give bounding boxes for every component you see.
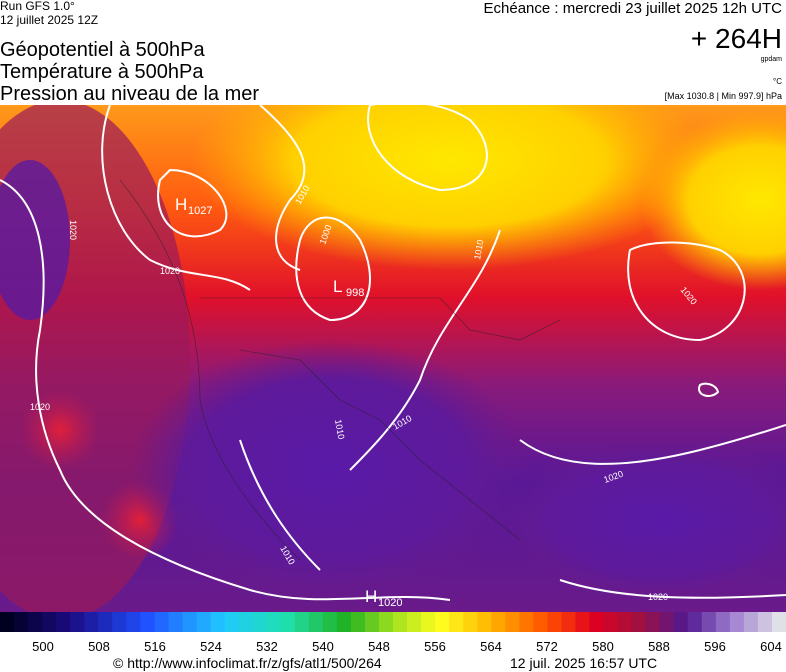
- colorbar-label: 548: [368, 639, 390, 654]
- colorbar-swatch: [84, 612, 99, 632]
- unit-temp: °C: [773, 77, 782, 86]
- isobar-label: 1020: [160, 266, 180, 276]
- unit-gpdam: gpdam: [761, 56, 783, 63]
- colorbar-swatch: [126, 612, 141, 632]
- colorbar-swatch: [350, 612, 366, 632]
- colorbar-swatch: [491, 612, 506, 632]
- colorbar-swatch: [294, 612, 310, 632]
- colorbar-swatch: [28, 612, 43, 632]
- colorbar-swatch: [477, 612, 492, 632]
- colorbar-swatch: [0, 612, 15, 632]
- title-1: Géopotentiel à 500hPa: [0, 39, 205, 61]
- colorbar-swatch: [168, 612, 183, 632]
- colorbar-swatch: [505, 612, 520, 632]
- colorbar-label: 604: [760, 639, 782, 654]
- pressure-center-value: 998: [346, 287, 364, 299]
- colorbar: 500 508 516 524 532 540 548 556 564 572 580 588 596 6…: [0, 612, 786, 654]
- colorbar-swatch: [407, 612, 422, 632]
- colorbar-swatch: [14, 612, 29, 632]
- colorbar-swatch: [364, 612, 380, 632]
- colorbar-swatch: [757, 612, 773, 632]
- colorbar-swatch: [687, 612, 703, 632]
- colorbar-swatch: [673, 612, 689, 632]
- title-3: Pression au niveau de la mer: [0, 83, 259, 105]
- run-date: 12 juillet 2025 12Z: [0, 13, 98, 27]
- colorbar-swatch: [266, 612, 282, 632]
- colorbar-label: 500: [32, 639, 54, 654]
- colorbar-swatch: [252, 612, 268, 632]
- isobar-label: 1020: [68, 220, 78, 240]
- colorbar-swatch: [280, 612, 296, 632]
- colorbar-swatch: [743, 612, 759, 632]
- isobar-label: 1010: [333, 419, 346, 440]
- colorbar-label: 556: [424, 639, 446, 654]
- colorbar-swatch: [322, 612, 338, 632]
- pressure-range: [Max 1030.8 | Min 997.9] hPa: [665, 91, 782, 101]
- colorbar-swatch: [449, 612, 464, 632]
- colorbar-swatch: [378, 612, 394, 632]
- colorbar-label: 540: [312, 639, 334, 654]
- colorbar-label: 532: [256, 639, 278, 654]
- colorbar-swatch: [701, 612, 717, 632]
- colorbar-swatch: [575, 612, 590, 632]
- colorbar-swatch: [42, 612, 57, 632]
- colorbar-swatch: [112, 612, 127, 632]
- colorbar-swatch: [659, 612, 675, 632]
- colorbar-swatch: [70, 612, 85, 632]
- colorbar-swatch: [771, 612, 786, 632]
- colorbar-swatch: [154, 612, 169, 632]
- colorbar-swatch: [435, 612, 450, 632]
- colorbar-swatch: [182, 612, 197, 632]
- colorbar-swatch: [140, 612, 155, 632]
- colorbar-swatch: [547, 612, 562, 632]
- footer-date: 12 juil. 2025 16:57 UTC: [510, 655, 657, 671]
- colorbar-swatch: [617, 612, 633, 632]
- colorbar-label: 580: [592, 639, 614, 654]
- lead-time: + 264H: [691, 23, 782, 54]
- map: [0, 105, 786, 612]
- colorbar-swatch: [715, 612, 731, 632]
- colorbar-swatch: [224, 612, 240, 632]
- colorbar-swatch: [56, 612, 71, 632]
- colorbar-swatch: [238, 612, 254, 632]
- colorbar-label: 596: [704, 639, 726, 654]
- colorbar-swatch: [393, 612, 408, 632]
- footer-url: © http://www.infoclimat.fr/z/gfs/atl1/50…: [113, 655, 382, 671]
- colorbar-swatch: [561, 612, 576, 632]
- colorbar-swatch: [631, 612, 647, 632]
- colorbar-swatch: [336, 612, 352, 632]
- title-2: Température à 500hPa: [0, 61, 204, 83]
- colorbar-swatch: [308, 612, 324, 632]
- echeance: Echéance : mercredi 23 juillet 2025 12h …: [484, 0, 783, 17]
- isobars: [0, 105, 786, 601]
- colorbar-swatch: [98, 612, 113, 632]
- colorbar-label: 516: [144, 639, 166, 654]
- isobar-label: 1020: [648, 592, 668, 602]
- colorbar-swatch: [729, 612, 745, 632]
- colorbar-swatch: [533, 612, 548, 632]
- colorbar-label: 572: [536, 639, 558, 654]
- colorbar-swatch: [421, 612, 436, 632]
- colorbar-label: 588: [648, 639, 670, 654]
- colorbar-label: 564: [480, 639, 502, 654]
- pressure-center-letter: L: [333, 277, 342, 296]
- colorbar-swatch: [589, 612, 605, 632]
- isobar-label: 1010: [472, 239, 485, 260]
- colorbar-swatch: [463, 612, 478, 632]
- run-label: Run GFS 1.0°: [0, 0, 75, 13]
- colorbar-swatch: [519, 612, 534, 632]
- isobar-label: 1020: [30, 402, 50, 412]
- colorbar-swatch: [603, 612, 619, 632]
- borders: [119, 179, 561, 561]
- pressure-center-value: 1020: [378, 597, 402, 609]
- colorbar-swatch: [210, 612, 226, 632]
- colorbar-swatch: [645, 612, 661, 632]
- colorbar-label: 508: [88, 639, 110, 654]
- colorbar-label: 524: [200, 639, 222, 654]
- pressure-center-letter: H: [365, 587, 377, 606]
- pressure-center-value: 1027: [188, 205, 212, 217]
- pressure-center-letter: H: [175, 195, 187, 214]
- colorbar-swatch: [196, 612, 212, 632]
